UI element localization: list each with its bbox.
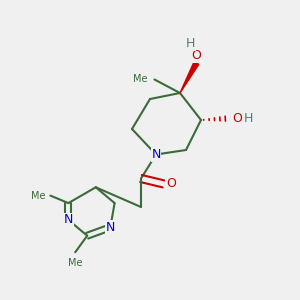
Text: N: N	[64, 213, 73, 226]
Text: O: O	[192, 49, 201, 62]
Text: O: O	[166, 177, 176, 190]
Text: N: N	[106, 221, 115, 234]
Text: H: H	[244, 112, 253, 125]
Text: N: N	[151, 148, 161, 161]
Text: H: H	[186, 37, 195, 50]
Polygon shape	[180, 62, 199, 93]
Text: Me: Me	[32, 190, 46, 201]
Text: Me: Me	[68, 258, 83, 268]
Text: Me: Me	[134, 74, 148, 85]
Text: O: O	[232, 112, 242, 125]
